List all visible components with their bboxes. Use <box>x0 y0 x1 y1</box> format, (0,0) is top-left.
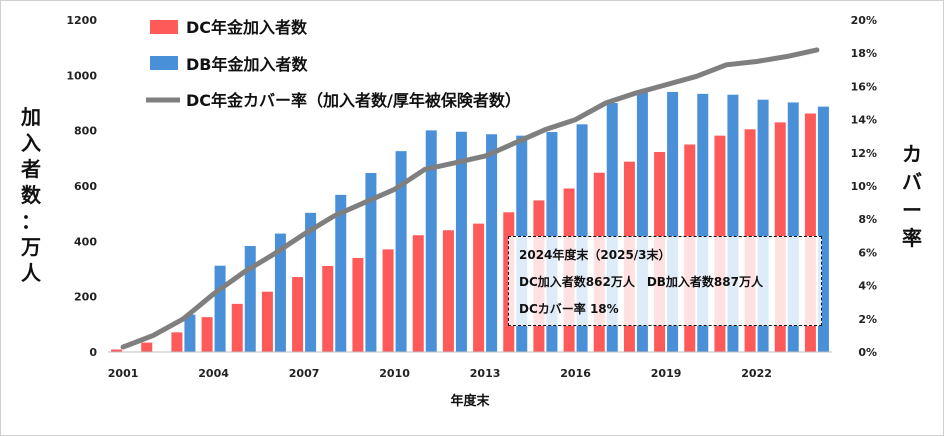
right-tick-label: 2% <box>858 313 877 326</box>
x-tick-label: 2013 <box>470 367 501 380</box>
right-axis-title: カバー率 <box>902 142 922 250</box>
bar-db-2007 <box>305 212 317 352</box>
bar-db-2005 <box>244 246 256 352</box>
x-tick-label: 2019 <box>651 367 682 380</box>
bar-db-2024 <box>817 106 829 352</box>
legend-label-db: DB年金加入者数 <box>186 55 308 74</box>
bar-db-2011 <box>425 130 437 352</box>
bar-dc-2008 <box>322 265 334 352</box>
right-axis: 0% 2% 4% 6% 8% 10% 12% 14% 16% 18% 20% <box>851 14 877 359</box>
bar-db-2020 <box>697 93 709 353</box>
bar-db-2003 <box>184 314 196 352</box>
x-tick-label: 2022 <box>741 367 772 380</box>
right-tick-label: 6% <box>858 246 877 259</box>
left-tick-label: 1000 <box>66 69 97 82</box>
left-tick-label: 400 <box>74 235 97 248</box>
left-axis-title: 加入者数：万人 <box>20 105 42 285</box>
right-tick-label: 20% <box>851 14 877 27</box>
right-tick-label: 0% <box>858 346 877 359</box>
bar-dc-2013 <box>473 223 485 352</box>
x-tick-label: 2016 <box>560 367 591 380</box>
legend: DC年金加入者数 DB年金加入者数 DC年金カバー率（加入者数/厚年被保険者数） <box>146 18 521 110</box>
bar-db-2023 <box>787 102 799 353</box>
x-axis: 2001 2004 2007 2010 2013 2016 2019 2022 <box>108 367 772 380</box>
bar-db-2006 <box>274 233 286 352</box>
right-tick-label: 10% <box>851 180 877 193</box>
legend-label-dc: DC年金加入者数 <box>186 18 308 37</box>
x-tick-label: 2007 <box>289 367 320 380</box>
right-tick-label: 4% <box>858 280 877 293</box>
bar-dc-2004 <box>201 317 213 352</box>
bar-dc-2005 <box>231 303 243 352</box>
note-line-1: 2024年度末（2025/3末） <box>519 248 671 262</box>
x-tick-label: 2010 <box>379 367 410 380</box>
bar-db-2009 <box>365 172 377 352</box>
coverage-line <box>120 47 820 350</box>
legend-swatch-dc <box>150 20 178 34</box>
right-tick-label: 14% <box>851 114 877 127</box>
bar-db-2013 <box>486 134 498 352</box>
right-tick-label: 12% <box>851 147 877 160</box>
legend-label-line: DC年金カバー率（加入者数/厚年被保険者数） <box>186 91 521 110</box>
bar-dc-2002 <box>141 342 153 352</box>
left-tick-label: 600 <box>74 180 97 193</box>
left-tick-label: 800 <box>74 125 97 138</box>
line-layer <box>120 47 820 350</box>
note-line-2: DC加入者数862万人 DB加入者数887万人 <box>519 275 763 289</box>
bar-dc-2006 <box>261 291 273 352</box>
left-tick-label: 200 <box>74 291 97 304</box>
left-axis: 0 200 400 600 800 1000 1200 <box>66 14 97 359</box>
bar-dc-2010 <box>382 249 394 352</box>
bar-db-2004 <box>214 265 226 352</box>
bar-dc-2007 <box>292 277 304 352</box>
bar-dc-2024 <box>804 113 816 352</box>
summary-note: 2024年度末（2025/3末） DC加入者数862万人 DB加入者数887万人… <box>508 236 822 326</box>
bar-db-2021 <box>727 94 739 352</box>
left-tick-label: 1200 <box>66 14 97 27</box>
x-tick-label: 2001 <box>108 367 139 380</box>
right-tick-label: 16% <box>851 80 877 93</box>
bar-dc-2012 <box>442 230 454 352</box>
x-tick-label: 2004 <box>198 367 229 380</box>
bar-dc-2001 <box>111 349 123 352</box>
note-line-3: DCカバー率 18% <box>519 302 619 316</box>
bar-db-2012 <box>455 131 467 352</box>
x-axis-title: 年度末 <box>450 393 490 409</box>
right-tick-label: 18% <box>851 47 877 60</box>
legend-swatch-db <box>150 56 178 70</box>
bar-db-2019 <box>667 91 679 352</box>
bar-db-2018 <box>636 92 648 352</box>
bar-db-2010 <box>395 151 407 352</box>
bar-dc-2009 <box>352 257 364 352</box>
left-tick-label: 0 <box>89 346 97 359</box>
bar-dc-2011 <box>412 235 424 352</box>
bar-dc-2003 <box>171 332 183 352</box>
bar-db-2022 <box>757 99 769 353</box>
bar-db-2008 <box>335 194 347 352</box>
right-tick-label: 8% <box>858 213 877 226</box>
bar-db-2017 <box>606 103 618 352</box>
